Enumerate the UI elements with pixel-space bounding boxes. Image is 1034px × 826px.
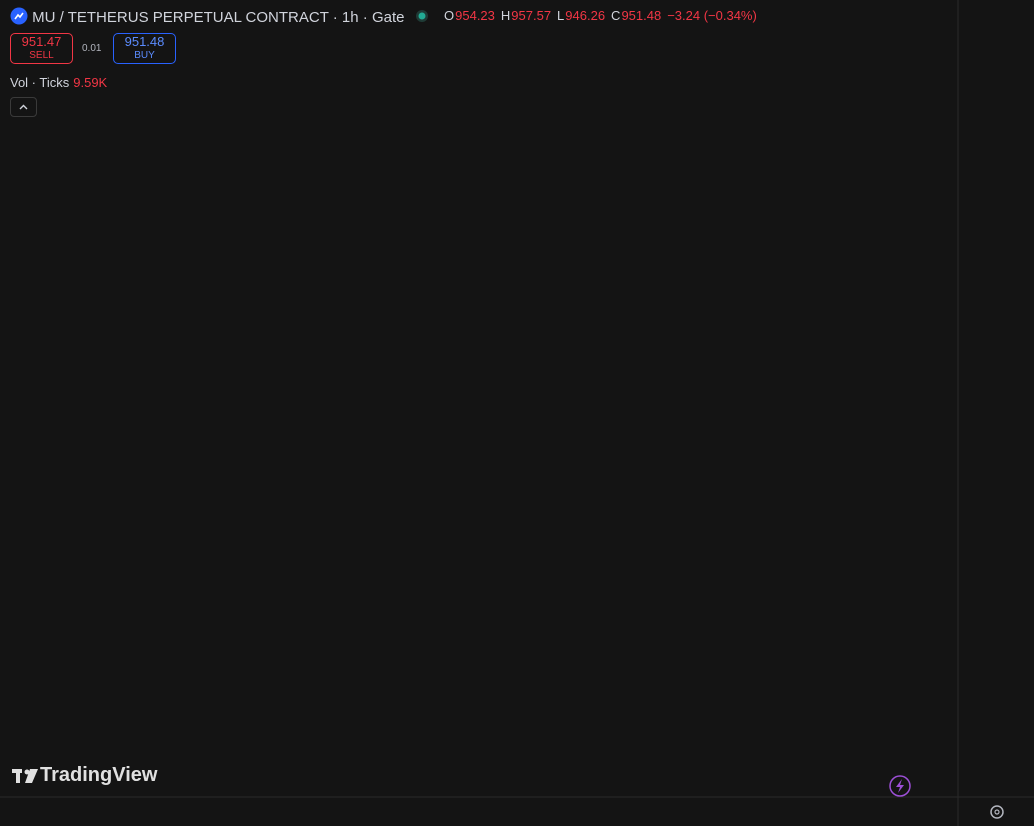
open-value: 954.23 [455, 8, 495, 23]
buy-label: BUY [134, 50, 155, 61]
volume-value: 9.59K [73, 75, 108, 90]
chevron-icon [19, 104, 28, 110]
status-dot [415, 10, 428, 22]
ohlc-label: L [557, 8, 565, 23]
header: MU / TETHERUS PERPETUAL CONTRACT · 1h · … [10, 7, 429, 26]
volume-title: Vol · Ticks [10, 75, 70, 90]
ohlc-label: H [500, 8, 511, 23]
spread: 0.01 [82, 43, 102, 54]
settings-icon[interactable] [990, 805, 1004, 819]
buy-button[interactable]: 951.48 BUY [113, 33, 176, 64]
logo-text: TradingView [40, 764, 158, 786]
sell-button[interactable]: 951.47 SELL [10, 33, 73, 64]
symbol-icon [10, 7, 28, 25]
ohlc-readout: O954.23 H957.57 L946.26 C951.48 −3.24 (−0.34… [444, 8, 763, 23]
collapse-button[interactable] [10, 97, 37, 117]
buy-price: 951.48 [124, 34, 165, 49]
ohlc-label: C [611, 8, 621, 23]
ohlc-label: O [444, 8, 455, 23]
logo: TradingView [12, 764, 157, 787]
change-value: −3.24 (−0.34%) [667, 8, 757, 23]
sell-price: 951.47 [21, 34, 62, 49]
lightning-icon[interactable] [889, 775, 911, 797]
tradingview-icon [12, 769, 38, 783]
high-value: 957.57 [511, 8, 552, 23]
symbol-title: MU / TETHERUS PERPETUAL CONTRACT · 1h · … [32, 9, 405, 26]
sell-label: SELL [29, 50, 54, 61]
low-value: 946.26 [565, 8, 606, 23]
close-value: 951.48 [621, 8, 662, 23]
volume-legend: Vol · Ticks 9.59K [10, 75, 107, 90]
